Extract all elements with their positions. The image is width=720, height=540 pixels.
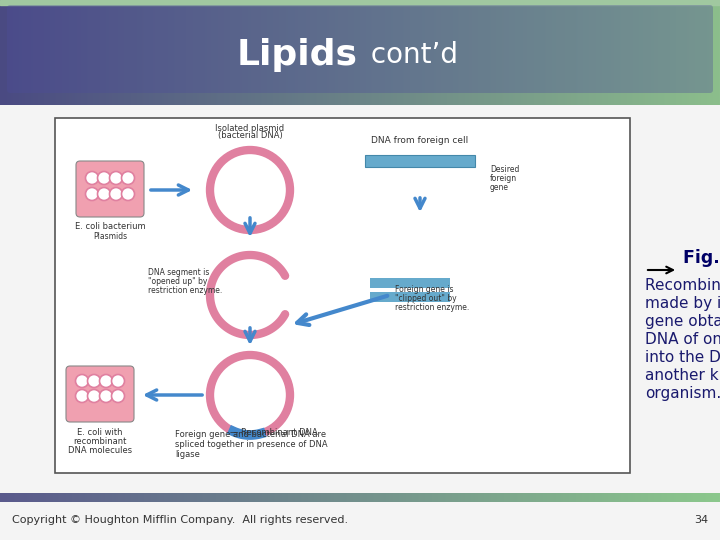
Bar [365, 155, 475, 167]
Bar [55, 118, 630, 473]
Text: — Recombinant DNA: — Recombinant DNA [230, 428, 318, 437]
Text: spliced together in presence of DNA: spliced together in presence of DNA [175, 440, 328, 449]
Text: DNA from foreign cell: DNA from foreign cell [372, 136, 469, 145]
Text: Desired: Desired [490, 165, 519, 174]
Circle shape [109, 187, 122, 200]
Text: gene: gene [490, 183, 509, 192]
Text: ligase: ligase [175, 450, 200, 459]
Circle shape [76, 375, 89, 388]
Circle shape [112, 389, 125, 402]
Circle shape [122, 187, 135, 200]
Text: Fig. 22.26: Fig. 22.26 [683, 249, 720, 267]
Text: organism.: organism. [645, 386, 720, 401]
Text: Lipids: Lipids [237, 38, 358, 72]
Text: Copyright © Houghton Mifflin Company.  All rights reserved.: Copyright © Houghton Mifflin Company. Al… [12, 515, 348, 525]
Circle shape [99, 389, 112, 402]
Text: foreign: foreign [490, 174, 517, 183]
Text: E. coli with: E. coli with [77, 428, 122, 437]
Circle shape [210, 355, 290, 435]
Circle shape [112, 375, 125, 388]
Text: Isolated plasmid: Isolated plasmid [215, 124, 284, 133]
Circle shape [210, 150, 290, 230]
Bar [0, 105, 720, 540]
Bar [0, 0, 720, 5]
Circle shape [88, 375, 101, 388]
Circle shape [86, 172, 99, 185]
Text: 34: 34 [694, 515, 708, 525]
FancyBboxPatch shape [66, 366, 134, 422]
Text: restriction enzyme.: restriction enzyme. [395, 303, 469, 312]
Circle shape [122, 172, 135, 185]
Circle shape [86, 187, 99, 200]
Text: into the DNA from: into the DNA from [645, 350, 720, 365]
Text: gene obtained from: gene obtained from [645, 314, 720, 329]
Text: "opened up" by: "opened up" by [148, 277, 207, 286]
Bar [370, 278, 450, 288]
Circle shape [97, 187, 110, 200]
FancyBboxPatch shape [7, 5, 713, 93]
Text: DNA segment is: DNA segment is [148, 268, 210, 277]
Circle shape [88, 389, 101, 402]
Circle shape [97, 172, 110, 185]
Text: Plasmids: Plasmids [93, 232, 127, 241]
Text: restriction enzyme.: restriction enzyme. [148, 286, 222, 295]
Text: DNA molecules: DNA molecules [68, 446, 132, 455]
Text: DNA of one organism: DNA of one organism [645, 332, 720, 347]
FancyBboxPatch shape [76, 161, 144, 217]
Text: "clipped out" by: "clipped out" by [395, 294, 456, 303]
Text: cont’d: cont’d [362, 41, 458, 69]
Text: Foreign gene is: Foreign gene is [395, 285, 454, 294]
Text: (bacterial DNA): (bacterial DNA) [217, 131, 282, 140]
Text: another kind of: another kind of [645, 368, 720, 383]
Text: Foreign gene and bacterial DNA are: Foreign gene and bacterial DNA are [175, 430, 326, 439]
Circle shape [76, 389, 89, 402]
Text: Recombinant DNA is: Recombinant DNA is [645, 278, 720, 293]
Circle shape [99, 375, 112, 388]
Bar [370, 292, 450, 302]
Text: made by inserting a: made by inserting a [645, 296, 720, 311]
Text: recombinant: recombinant [73, 437, 127, 446]
Circle shape [109, 172, 122, 185]
Text: E. coli bacterium: E. coli bacterium [75, 222, 145, 231]
